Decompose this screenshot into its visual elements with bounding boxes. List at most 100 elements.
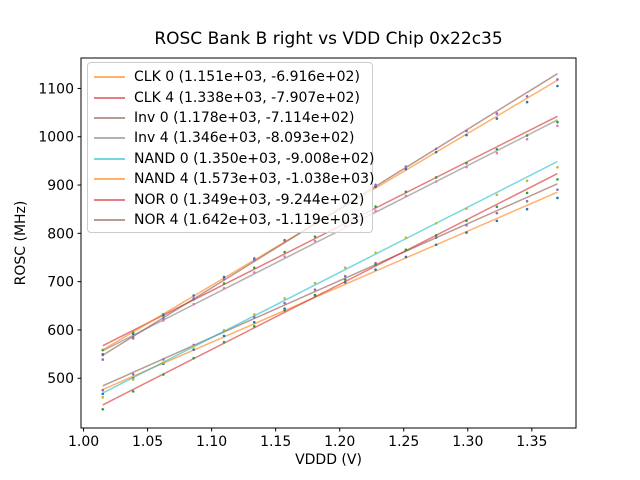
- data-point-nor-4: [525, 95, 529, 98]
- data-point-nand-4: [495, 117, 499, 120]
- data-point-inv-0: [434, 236, 438, 240]
- data-point-nor-4: [101, 358, 105, 361]
- data-point-nor-0: [252, 325, 256, 328]
- data-point-nand-4: [222, 275, 226, 279]
- data-point-nor-0: [556, 178, 559, 181]
- legend-item-nor-0: NOR 0 (1.349e+03, -9.244e+02): [88, 189, 372, 209]
- data-point-inv-4: [192, 302, 196, 306]
- data-point-nand-4: [525, 100, 529, 104]
- data-point-nand-4: [192, 294, 196, 297]
- data-point-inv-0: [343, 274, 347, 278]
- axes-frame: [80, 57, 577, 429]
- legend-line-swatch: [94, 137, 125, 140]
- data-point-nand-0: [343, 266, 347, 269]
- data-point-inv-0: [313, 288, 317, 291]
- data-point-nor-4: [162, 316, 165, 320]
- data-point-inv-0: [556, 188, 559, 191]
- data-point-nand-0: [283, 297, 286, 300]
- data-point-inv-0: [283, 301, 286, 305]
- y-axis-label: ROSC (MHz): [13, 200, 29, 286]
- data-point-nand-4: [556, 84, 559, 88]
- data-point-nor-4: [465, 129, 468, 133]
- data-point-inv-4: [404, 194, 408, 198]
- data-point-nor-0: [465, 219, 468, 223]
- data-point-nor-0: [283, 309, 286, 312]
- data-point-nor-4: [252, 258, 256, 262]
- data-point-nor-0: [162, 373, 165, 376]
- legend-item-nand-0: NAND 0 (1.350e+03, -9.008e+02): [88, 149, 375, 169]
- x-axis-label: VDDD (V): [295, 452, 362, 468]
- legend-line-swatch: [94, 218, 125, 221]
- legend-item-label: CLK 4 (1.338e+03, -7.907e+02): [134, 89, 360, 106]
- data-point-clk-4: [222, 282, 226, 285]
- data-point-nand-0: [192, 344, 196, 348]
- data-point-inv-0: [465, 223, 468, 227]
- data-point-nand-4: [131, 332, 135, 336]
- y-tick-label: 900: [47, 178, 74, 194]
- x-tick-label: 1.35: [516, 434, 547, 450]
- x-tick-label: 1.30: [452, 434, 483, 450]
- data-point-inv-4: [525, 137, 529, 141]
- y-tick-label: 1000: [38, 130, 74, 146]
- data-point-inv-4: [465, 165, 468, 169]
- data-point-nor-0: [525, 191, 529, 195]
- data-point-nor-0: [131, 390, 135, 393]
- data-point-inv-4: [495, 151, 499, 155]
- data-point-nand-0: [556, 166, 559, 169]
- data-point-nor-4: [283, 239, 286, 242]
- legend-item-inv-0: Inv 0 (1.178e+03, -7.114e+02): [88, 108, 372, 128]
- legend-line-swatch: [94, 157, 125, 160]
- data-point-inv-4: [162, 319, 165, 322]
- data-point-nand-0: [434, 221, 438, 225]
- data-point-nor-0: [434, 233, 438, 237]
- x-tick-label: 1.15: [260, 434, 291, 450]
- y-tick-label: 1100: [38, 81, 74, 97]
- y-tick-label: 800: [47, 226, 74, 242]
- data-point-inv-0: [162, 358, 165, 361]
- x-tick-label: 1.10: [196, 434, 227, 450]
- legend-item-clk-4: CLK 4 (1.338e+03, -7.907e+02): [88, 87, 372, 107]
- data-point-nor-4: [434, 147, 438, 151]
- data-point-clk-4: [434, 176, 438, 179]
- data-point-inv-0: [525, 199, 529, 203]
- data-point-clk-0: [434, 243, 438, 247]
- data-point-nand-4: [162, 313, 165, 316]
- data-point-clk-4: [404, 190, 408, 194]
- legend-item-label: CLK 0 (1.151e+03, -6.916e+02): [134, 69, 360, 86]
- data-point-inv-4: [313, 239, 317, 243]
- data-point-clk-4: [252, 266, 256, 270]
- data-point-clk-4: [556, 120, 559, 124]
- data-point-clk-0: [222, 334, 226, 338]
- data-point-nand-0: [131, 378, 135, 381]
- data-point-nand-4: [465, 133, 468, 137]
- data-point-clk-4: [283, 250, 286, 254]
- data-point-clk-0: [252, 320, 256, 324]
- data-point-nor-4: [374, 183, 377, 187]
- legend-line-swatch: [94, 76, 125, 79]
- data-point-clk-0: [283, 307, 286, 310]
- data-point-nor-4: [192, 297, 196, 300]
- data-point-inv-4: [374, 209, 377, 213]
- data-point-nor-4: [222, 277, 226, 281]
- data-point-nor-0: [374, 263, 377, 266]
- legend-item-label: NAND 0 (1.350e+03, -9.008e+02): [134, 150, 375, 167]
- data-point-nor-0: [313, 293, 317, 297]
- data-point-nor-4: [556, 78, 559, 81]
- legend-line-swatch: [94, 96, 125, 99]
- data-point-inv-0: [131, 372, 135, 376]
- fit-line-inv-4: [102, 119, 558, 352]
- data-point-clk-0: [465, 231, 468, 234]
- data-point-nor-0: [222, 340, 226, 344]
- data-point-nand-0: [101, 396, 105, 399]
- data-point-clk-4: [313, 235, 317, 238]
- legend-item-nor-4: NOR 4 (1.642e+03, -1.119e+03): [88, 210, 372, 230]
- y-tick-label: 700: [47, 275, 74, 291]
- fit-line-nor-0: [102, 172, 558, 406]
- x-tick-label: 1.20: [324, 434, 355, 450]
- fit-line-nand-0: [102, 160, 558, 394]
- data-point-inv-4: [222, 286, 226, 290]
- data-point-inv-0: [495, 211, 499, 215]
- data-point-nand-0: [252, 313, 256, 316]
- data-point-inv-4: [283, 255, 286, 258]
